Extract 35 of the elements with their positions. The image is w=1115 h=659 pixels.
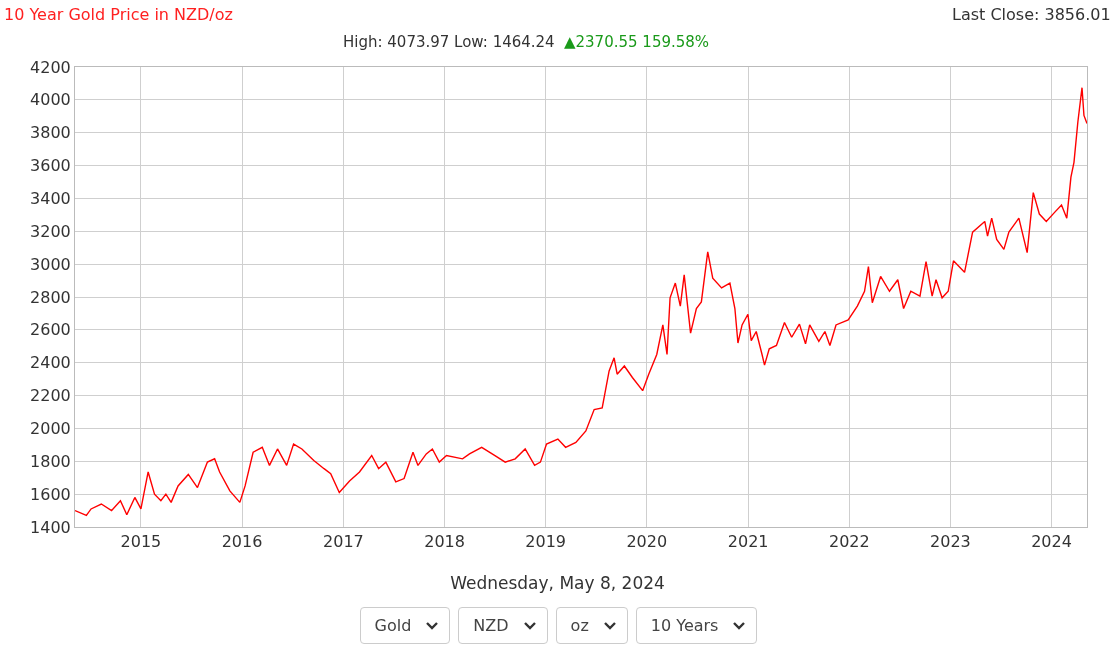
- x-tick-label: 2022: [828, 532, 870, 552]
- y-tick-label: 2800: [30, 287, 71, 307]
- y-tick-label: 4000: [30, 90, 71, 110]
- dropdown-select: Gold: [359, 607, 451, 644]
- y-tick-label: 4200: [30, 57, 71, 77]
- text: Wednesday, May 8, 2024: [449, 573, 666, 593]
- x-tick-label: 2019: [525, 532, 567, 552]
- y-tick-label: 3200: [30, 221, 71, 241]
- y-tick-label: 2200: [30, 386, 71, 406]
- dropdown-select: oz: [555, 607, 628, 644]
- y-tick-label: 3600: [30, 156, 71, 176]
- x-tick-label: 2015: [120, 532, 162, 552]
- line-series: [75, 87, 1087, 517]
- y-tick-label: 2600: [30, 320, 71, 340]
- y-tick-label: 1400: [30, 517, 71, 537]
- x-tick-label: 2017: [323, 532, 364, 552]
- y-tick-label: 1600: [30, 484, 71, 504]
- y-tick-label: 3000: [30, 254, 71, 274]
- chart-subtitle: High: 4073.97 Low: 1464.24: [343, 33, 555, 51]
- y-tick-label: 1800: [30, 451, 71, 471]
- x-tick-label: 2016: [221, 532, 263, 552]
- dropdown-select: NZD: [458, 607, 548, 644]
- x-tick-label: 2021: [727, 532, 769, 552]
- text: ▲2370.55 159.58%: [564, 33, 710, 51]
- x-tick-label: 2018: [424, 532, 465, 552]
- y-tick-label: 3400: [30, 189, 71, 209]
- chart-title: 10 Year Gold Price in NZD/oz: [4, 5, 233, 24]
- x-tick-label: 2023: [930, 532, 971, 552]
- x-tick-label: 2024: [1031, 532, 1072, 552]
- x-tick-label: 2020: [626, 532, 668, 552]
- y-tick-label: 2000: [30, 419, 71, 439]
- dropdown-select: 10 Years: [635, 607, 758, 644]
- y-tick-label: 3800: [30, 123, 71, 143]
- text: Last Close: 3856.01: [952, 5, 1111, 24]
- y-tick-label: 2400: [30, 353, 71, 373]
